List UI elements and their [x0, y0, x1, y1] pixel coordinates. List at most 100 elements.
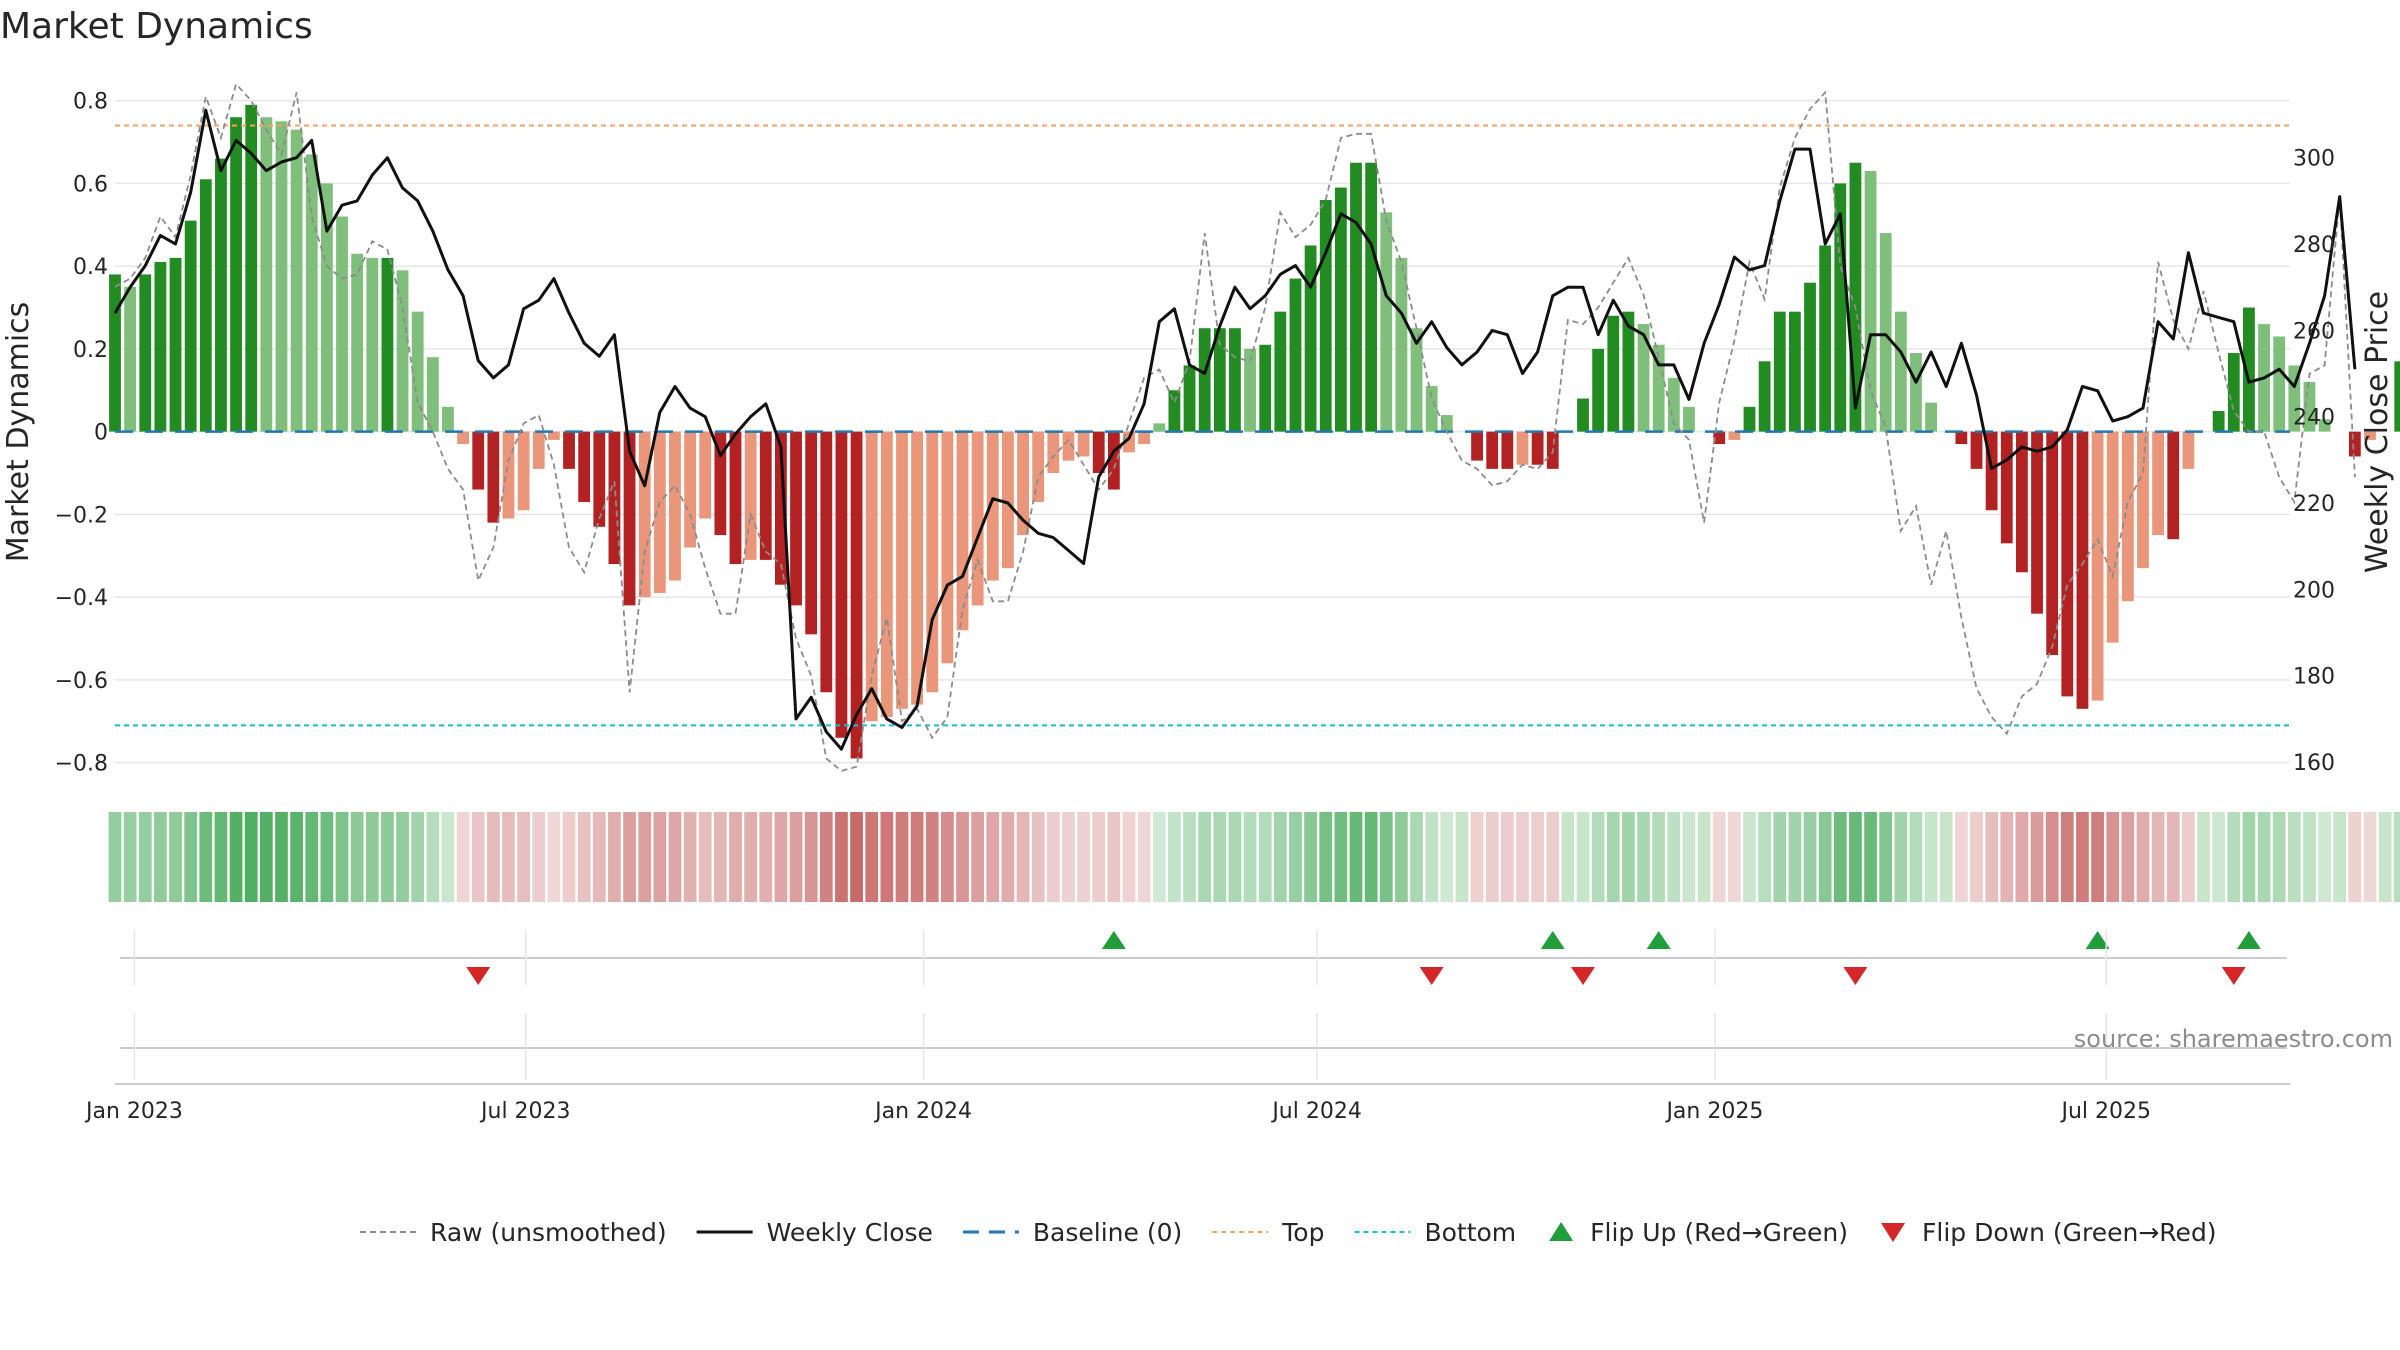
heat-strip-cell — [592, 812, 606, 902]
heat-strip-cell — [1152, 812, 1166, 902]
flip-up-legend-icon — [1549, 1222, 1574, 1241]
heat-strip-cell — [1803, 812, 1817, 902]
dynamics-bar — [759, 431, 772, 560]
dynamics-bar — [578, 431, 591, 502]
heat-strip-cell — [1440, 812, 1454, 902]
heat-strip-cell — [1046, 812, 1060, 902]
dynamics-bar — [956, 431, 969, 631]
x-tick-label: Jul 2025 — [2059, 1099, 2151, 1124]
legend: Raw (unsmoothed) Weekly Close Baseline (0)… — [360, 1218, 2217, 1247]
heat-strip-cell — [1243, 812, 1257, 902]
heat-strip-cell — [532, 812, 546, 902]
right-y-axis-label: Weekly Close Price — [2360, 291, 2395, 573]
heat-strip-cell — [1637, 812, 1650, 902]
heat-strip-cell — [1652, 812, 1666, 902]
dynamics-bar — [1062, 431, 1075, 461]
heat-strip-cell — [547, 812, 561, 902]
dynamics-bar — [1304, 245, 1317, 432]
heat-strip-cell — [502, 812, 515, 902]
dynamics-bar — [2061, 431, 2074, 697]
heat-strip-cell — [108, 812, 122, 902]
heat-strip-cell — [1470, 812, 1484, 902]
dynamics-bar — [1229, 328, 1241, 432]
dynamics-bar — [1319, 199, 1332, 432]
dynamics-bar — [865, 431, 878, 722]
legend-item: Flip Down (Green→Red) — [1881, 1218, 2217, 1247]
dynamics-bar — [487, 431, 500, 523]
x-tick-label: Jan 2023 — [84, 1099, 183, 1124]
heat-strip-cell — [1319, 812, 1333, 902]
heat-strip-cell — [1198, 812, 1212, 902]
dynamics-bar — [1637, 324, 1650, 432]
dynamics-bar — [1652, 344, 1665, 432]
heat-strip-cell — [1485, 812, 1499, 902]
heat-strip-cell — [275, 812, 288, 902]
y-right-tick-label: 260 — [2293, 319, 2335, 344]
dynamics-bar — [1501, 431, 1514, 469]
dynamics-bar — [1395, 257, 1408, 432]
heat-strip-cell — [1168, 812, 1181, 902]
heat-strip-cell — [759, 812, 773, 902]
y-tick-label: 0.6 — [73, 172, 108, 197]
reference-lines — [115, 124, 2290, 727]
dynamics-bar — [320, 183, 333, 432]
dynamics-bar — [381, 257, 394, 432]
dynamics-bar — [2243, 307, 2255, 432]
dynamics-bar — [275, 121, 288, 432]
dynamics-bar — [1970, 431, 1983, 469]
heat-strip-cell — [698, 812, 712, 902]
legend-label: Flip Up (Red→Green) — [1590, 1218, 1848, 1247]
flip-down-marker — [1571, 967, 1596, 985]
heat-strip-cell — [2257, 812, 2271, 902]
dynamics-bar — [2182, 431, 2195, 469]
dynamics-bar — [1047, 431, 1060, 474]
heat-strip-cell — [1364, 812, 1378, 902]
heat-strip-cell — [214, 812, 228, 902]
heat-strip-cell — [1985, 812, 1999, 902]
heat-strip-cell — [486, 812, 500, 902]
dynamics-bar — [2091, 431, 2104, 701]
y-right-tick-label: 200 — [2293, 578, 2335, 603]
heat-strip-cell — [865, 812, 879, 902]
dynamics-bar — [1153, 423, 1166, 432]
heat-strip-cell — [1712, 812, 1726, 902]
heat-strip-cell — [411, 812, 425, 902]
heat-strip-cell — [714, 812, 727, 902]
heat-strip-cell — [2272, 812, 2286, 902]
dynamics-bar — [184, 220, 197, 432]
heat-strip-cell — [1107, 812, 1121, 902]
dynamics-bar — [2046, 431, 2059, 656]
heat-strip-cell — [1500, 812, 1514, 902]
heat-strip-cell — [456, 812, 470, 902]
heat-strip-cell — [1349, 812, 1363, 902]
dynamics-bar — [1667, 377, 1680, 432]
dynamics-bar — [850, 431, 863, 759]
heat-strip-cell — [199, 812, 213, 902]
heat-strip-cell — [350, 812, 364, 902]
legend-item: Top — [1212, 1218, 1324, 1247]
heat-strip-cell — [744, 812, 758, 902]
heat-strip-cell — [2378, 812, 2392, 902]
heat-strip-cell — [2287, 812, 2301, 902]
heat-strip-cell — [1939, 812, 1953, 902]
heat-strip-cell — [2227, 812, 2241, 902]
x-tick-label: Jul 2023 — [479, 1099, 571, 1124]
heat-strip-cell — [2060, 812, 2074, 902]
heat-strip-cell — [608, 812, 621, 902]
heat-strip-cell — [1289, 812, 1302, 902]
dynamics-bar — [2000, 431, 2013, 544]
dynamics-bar — [169, 257, 182, 432]
heat-strip-cell — [517, 812, 530, 902]
dynamics-bar — [623, 431, 636, 606]
heat-strip-cell — [184, 812, 198, 902]
dynamics-bar — [1849, 162, 1862, 432]
heat-strip-cell — [2242, 812, 2256, 902]
heat-strip-cell — [1818, 812, 1832, 902]
heat-strip-cell — [123, 812, 137, 902]
y-right-tick-label: 220 — [2293, 492, 2335, 517]
heat-strip-cell — [1606, 812, 1620, 902]
dynamics-bar — [820, 431, 833, 693]
heat-strip-cell — [169, 812, 182, 902]
heat-strip-cell — [1304, 812, 1317, 902]
dynamics-bar — [1017, 431, 1029, 536]
